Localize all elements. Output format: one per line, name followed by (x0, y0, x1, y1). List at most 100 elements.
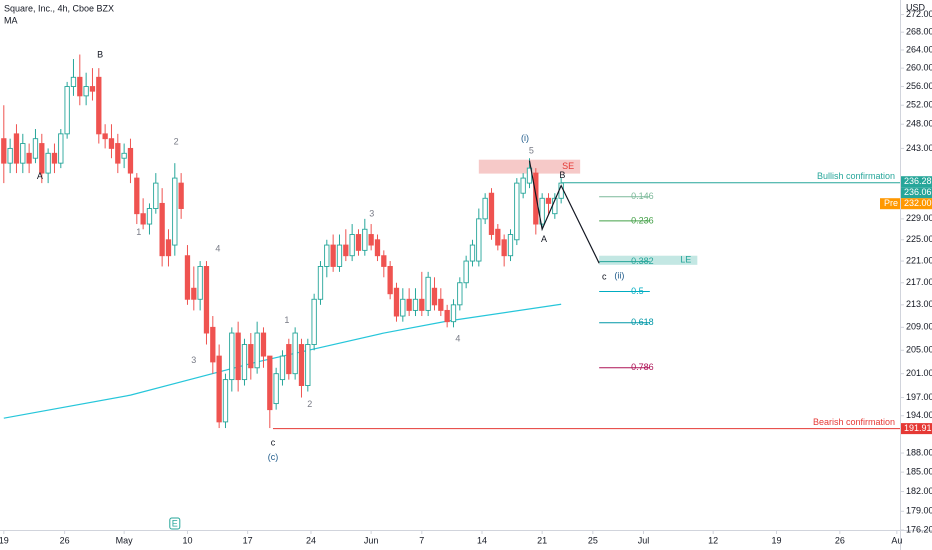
chart-title: Square, Inc., 4h, Cboe BZX (4, 3, 114, 13)
y-tick-label: 188.00 (906, 447, 932, 457)
candle-body (260, 332, 267, 357)
candle-body (355, 234, 362, 251)
x-tick-label: 14 (477, 535, 487, 545)
y-tick-label: 272.00 (906, 9, 932, 19)
fib-label: 0.236 (631, 215, 654, 225)
wave-label: 1 (136, 227, 141, 237)
wave-label: 3 (191, 355, 196, 365)
candle-body (444, 309, 450, 323)
x-tick-label: May (116, 535, 134, 545)
candle-body (336, 244, 343, 267)
price-label-box (901, 423, 932, 435)
candle-body (115, 143, 121, 164)
candle-body (279, 355, 286, 381)
candle-body (216, 355, 222, 423)
y-tick-label: 243.00 (906, 143, 932, 153)
position-box-label: LE (680, 255, 691, 265)
event-badge (169, 517, 181, 530)
x-tick-label: 21 (537, 535, 547, 545)
fib-label: 0.146 (631, 191, 654, 201)
wave-label: 1 (284, 315, 289, 325)
candle-body (406, 298, 412, 311)
wave-label: A (37, 171, 43, 181)
candle-body (381, 255, 387, 267)
price-tag: Pre (884, 198, 898, 208)
y-tick-label: 182.00 (906, 486, 932, 496)
candle-body (32, 138, 39, 159)
x-tick-label: 17 (243, 535, 253, 545)
level-label: Bearish confirmation (813, 417, 895, 427)
y-tick-label: 197.00 (906, 392, 932, 402)
candle-body (210, 326, 216, 363)
position-box-label: SE (562, 161, 574, 171)
x-tick-label: 26 (60, 535, 70, 545)
price-label: 236.28 (904, 176, 932, 186)
price-label: 232.00 (904, 198, 932, 208)
x-tick-label: 26 (835, 535, 845, 545)
candle-body (362, 228, 368, 251)
candle-body (438, 298, 444, 311)
x-tick-label: 10 (182, 535, 192, 545)
candle-body (539, 197, 545, 225)
price-label-box (901, 187, 932, 199)
candle-body (305, 344, 311, 386)
candle-body (26, 152, 32, 164)
candle-body (20, 143, 26, 164)
x-tick-label: Au (891, 535, 902, 545)
price-tag-box (880, 198, 900, 210)
wave-label: c (271, 437, 276, 447)
wave-label: 2 (174, 136, 179, 146)
candle-body (39, 143, 45, 174)
price-label: 191.91 (904, 423, 932, 433)
y-tick-label: 260.00 (906, 63, 932, 73)
candle-body (533, 172, 539, 225)
candle-body (64, 86, 70, 135)
candle-body (121, 152, 127, 159)
candle-body (77, 76, 83, 97)
candle-body (229, 332, 235, 381)
currency-label: USD (906, 2, 926, 12)
candle-body (203, 266, 210, 334)
wave-label: 5 (529, 146, 534, 156)
y-tick-label: 201.00 (906, 368, 932, 378)
candle-body (457, 282, 463, 306)
level-label: Bullish confirmation (817, 171, 895, 181)
candle-body (330, 244, 336, 267)
candle-body (324, 244, 330, 267)
x-tick-label: 12 (708, 535, 718, 545)
candle-body (267, 355, 273, 411)
wave-label: (i) (521, 133, 529, 143)
candle-body (507, 234, 514, 257)
candle-body (140, 213, 146, 225)
x-tick-label: 19 (0, 535, 9, 545)
candle-body (412, 298, 419, 311)
candle-body (495, 228, 501, 246)
wave-label: 2 (307, 399, 312, 409)
candle-body (292, 332, 298, 375)
candle-body (146, 208, 153, 225)
y-tick-label: 225.00 (906, 234, 932, 244)
candle-body (248, 344, 254, 369)
x-tick-label: 19 (771, 535, 781, 545)
position-box (599, 255, 698, 265)
candle-body (343, 244, 349, 257)
wave-label: 4 (455, 334, 460, 344)
y-tick-label: 176.20 (906, 524, 932, 534)
y-tick-label: 185.00 (906, 467, 932, 477)
wave-label: (ii) (614, 271, 624, 281)
candle-body (51, 152, 58, 164)
y-tick-label: 205.00 (906, 345, 932, 355)
ma-legend: MA (4, 15, 18, 25)
y-tick-label: 256.00 (906, 81, 932, 91)
candle-body (400, 298, 406, 317)
wave-label: (c) (268, 452, 279, 462)
candle-body (286, 344, 292, 375)
candle-body (153, 182, 159, 209)
candle-body (368, 234, 374, 246)
y-tick-label: 248.00 (906, 119, 932, 129)
x-tick-label: 24 (306, 535, 316, 545)
candle-body (425, 276, 431, 311)
candle-body (191, 287, 197, 300)
y-tick-label: 213.00 (906, 299, 932, 309)
